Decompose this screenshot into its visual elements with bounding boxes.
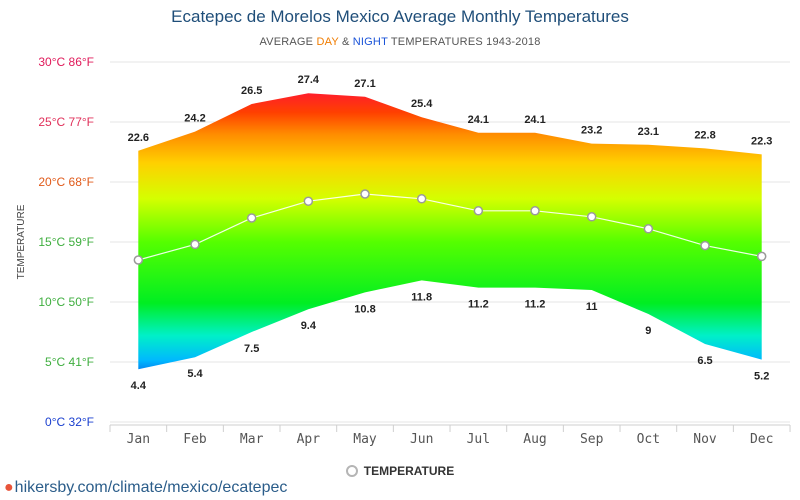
night-value-label: 5.2 — [754, 371, 769, 383]
night-value-label: 11.2 — [525, 299, 546, 311]
average-point — [756, 251, 767, 262]
night-value-label: 4.4 — [131, 380, 147, 392]
month-label: Oct — [637, 432, 660, 447]
month-label: Feb — [183, 432, 207, 447]
y-tick-label: 5°C 41°F — [45, 355, 94, 369]
day-value-label: 27.1 — [354, 78, 375, 90]
night-value-label: 10.8 — [354, 303, 375, 315]
footer-link[interactable]: hikersby.com/climate/mexico/ecatepec — [14, 479, 288, 496]
day-value-label: 23.2 — [581, 125, 602, 137]
month-label: Dec — [750, 432, 773, 447]
day-value-label: 24.2 — [184, 113, 205, 125]
day-value-label: 26.5 — [241, 85, 262, 97]
y-tick-label: 25°C 77°F — [38, 115, 94, 129]
average-point — [360, 189, 370, 199]
y-tick-label: 10°C 50°F — [38, 295, 94, 309]
average-point — [473, 206, 484, 216]
average-point — [416, 194, 427, 204]
subtitle-night: NIGHT — [352, 36, 388, 48]
average-point — [190, 239, 200, 250]
y-tick-label: 0°C 32°F — [45, 415, 94, 429]
month-label: Apr — [297, 432, 321, 447]
y-axis-title: TEMPERATURE — [16, 204, 27, 279]
source-footer[interactable]: ●hikersby.com/climate/mexico/ecatepec — [4, 479, 287, 497]
night-value-label: 11.8 — [411, 291, 432, 303]
month-label: Mar — [240, 432, 264, 447]
day-value-label: 25.4 — [411, 98, 433, 110]
month-label: Nov — [693, 432, 717, 447]
average-point — [700, 240, 710, 251]
subtitle-suffix: TEMPERATURES 1943-2018 — [390, 36, 541, 48]
day-value-label: 22.8 — [694, 129, 715, 141]
month-label: May — [353, 432, 377, 447]
legend[interactable]: TEMPERATURE — [0, 464, 800, 478]
subtitle-prefix: AVERAGE — [259, 36, 314, 48]
night-value-label: 11.2 — [468, 299, 489, 311]
month-label: Aug — [523, 432, 546, 447]
day-value-label: 24.1 — [468, 114, 489, 126]
day-value-label: 24.1 — [524, 114, 545, 126]
average-point — [246, 213, 257, 223]
average-point — [643, 224, 654, 234]
month-label: Jul — [467, 432, 490, 447]
y-tick-label: 30°C 86°F — [38, 55, 94, 69]
legend-label: TEMPERATURE — [363, 464, 455, 478]
night-value-label: 9 — [645, 325, 651, 337]
night-value-label: 5.4 — [187, 368, 203, 380]
subtitle-day: DAY — [316, 36, 339, 48]
night-value-label: 9.4 — [301, 320, 317, 332]
average-point — [133, 255, 144, 265]
legend-marker-icon — [345, 465, 358, 477]
average-temperature-series — [133, 189, 767, 265]
subtitle-amp: & — [341, 36, 350, 48]
x-axis-ticks: Jan Feb Mar Apr May Jun Jul Aug Sep Oct Nov Dec — [127, 432, 774, 447]
chart-subtitle: AVERAGE DAY & NIGHT TEMPERATURES 1943-20… — [0, 36, 800, 48]
night-value-label: 7.5 — [244, 343, 259, 355]
average-line — [138, 193, 762, 261]
map-pin-icon: ● — [4, 479, 14, 496]
value-labels: 22.6 4.4 24.2 5.4 26.5 7.5 27.4 9.4 27.1 10.8 25.4… — [128, 74, 773, 392]
day-value-label: 23.1 — [638, 126, 659, 138]
temperature-band — [138, 93, 762, 370]
day-value-label: 27.4 — [298, 74, 320, 86]
average-point — [303, 196, 314, 206]
day-value-label: 22.6 — [128, 132, 149, 144]
chart-title: Ecatepec de Morelos Mexico Average Month… — [171, 7, 629, 26]
month-label: Jun — [410, 432, 433, 447]
y-axis-ticks: 0°C 32°F 5°C 41°F 10°C 50°F 15°C 59°F 20°C 6… — [38, 55, 94, 429]
day-value-label: 22.3 — [751, 135, 772, 147]
average-point — [586, 212, 597, 222]
y-tick-label: 20°C 68°F — [38, 175, 94, 189]
night-value-label: 11 — [586, 301, 598, 313]
y-tick-label: 15°C 59°F — [38, 235, 94, 249]
day-night-band — [138, 93, 762, 370]
night-value-label: 6.5 — [697, 355, 712, 367]
month-label: Sep — [580, 432, 604, 447]
average-point — [530, 206, 540, 216]
month-label: Jan — [127, 432, 150, 447]
